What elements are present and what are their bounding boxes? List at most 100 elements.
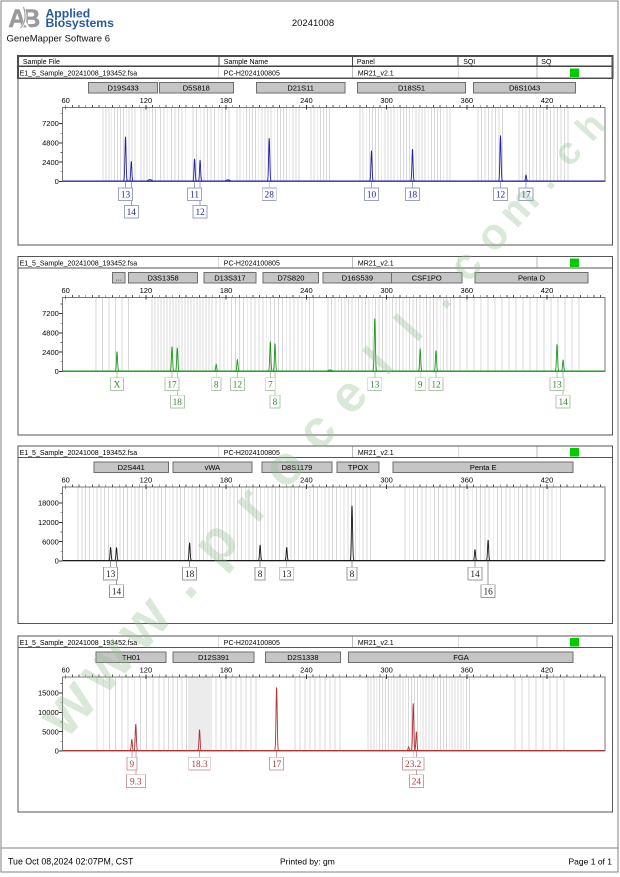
svg-text:0: 0 (55, 367, 59, 376)
svg-text:60: 60 (62, 666, 70, 675)
svg-text:17: 17 (167, 380, 177, 390)
svg-text:9: 9 (129, 760, 134, 770)
svg-text:18: 18 (173, 398, 183, 408)
svg-text:9: 9 (418, 380, 423, 390)
svg-text:12000: 12000 (38, 518, 59, 527)
svg-text:SQI: SQI (463, 59, 475, 66)
svg-text:Sample Name: Sample Name (224, 59, 268, 66)
svg-text:Page 1 of 1: Page 1 of 1 (569, 856, 613, 866)
svg-text:...: ... (116, 273, 122, 282)
svg-text:14: 14 (127, 208, 137, 218)
svg-text:PC-H2024100805: PC-H2024100805 (224, 640, 280, 647)
svg-text:Penta D: Penta D (518, 273, 546, 282)
svg-text:D12S391: D12S391 (198, 653, 229, 662)
svg-text:MR21_v2.1: MR21_v2.1 (358, 640, 394, 647)
svg-text:300: 300 (380, 96, 393, 105)
svg-text:Applied: Applied (46, 6, 91, 20)
svg-text:14: 14 (470, 570, 480, 580)
svg-text:11: 11 (190, 190, 199, 200)
svg-text:12: 12 (496, 190, 506, 200)
svg-text:120: 120 (140, 286, 153, 295)
svg-text:Panel: Panel (357, 59, 375, 66)
svg-text:D7S820: D7S820 (277, 273, 304, 282)
svg-text:E1_5_Sample_20241008_193452.fs: E1_5_Sample_20241008_193452.fsa (20, 640, 138, 647)
svg-text:240: 240 (300, 666, 313, 675)
svg-text:D5S818: D5S818 (183, 83, 210, 92)
svg-text:MR21_v2.1: MR21_v2.1 (358, 261, 394, 268)
svg-text:5000: 5000 (42, 727, 59, 736)
svg-text:D16S539: D16S539 (342, 273, 373, 282)
svg-text:360: 360 (461, 286, 474, 295)
svg-text:23.2: 23.2 (405, 760, 422, 770)
svg-text:D2S1338: D2S1338 (287, 653, 318, 662)
svg-text:24: 24 (412, 777, 422, 787)
svg-text:7200: 7200 (42, 309, 59, 318)
svg-text:360: 360 (461, 666, 474, 675)
svg-text:17: 17 (521, 190, 531, 200)
svg-text:420: 420 (541, 286, 554, 295)
svg-text:18.3: 18.3 (191, 760, 208, 770)
svg-text:420: 420 (541, 666, 554, 675)
svg-text:7200: 7200 (42, 119, 59, 128)
svg-text:13: 13 (106, 570, 116, 580)
svg-text:180: 180 (220, 476, 233, 485)
svg-text:D3S1358: D3S1358 (147, 273, 178, 282)
svg-text:60: 60 (62, 286, 70, 295)
svg-text:120: 120 (140, 666, 153, 675)
svg-text:MR21_v2.1: MR21_v2.1 (358, 450, 394, 457)
svg-text:12: 12 (431, 380, 441, 390)
svg-text:13: 13 (121, 190, 131, 200)
svg-text:18000: 18000 (38, 499, 59, 508)
svg-text:Printed by: gm: Printed by: gm (280, 856, 335, 866)
svg-text:Sample File: Sample File (23, 59, 60, 66)
svg-text:9.3: 9.3 (130, 777, 142, 787)
svg-text:E1_5_Sample_20241008_193452.fs: E1_5_Sample_20241008_193452.fsa (20, 450, 138, 457)
svg-text:vWA: vWA (205, 463, 221, 472)
svg-text:180: 180 (220, 286, 233, 295)
svg-text:4800: 4800 (42, 328, 59, 337)
svg-text:15000: 15000 (38, 689, 59, 698)
svg-text:28: 28 (265, 190, 275, 200)
svg-text:10: 10 (367, 190, 377, 200)
svg-text:0: 0 (55, 177, 59, 186)
svg-text:0: 0 (55, 557, 59, 566)
svg-text:180: 180 (220, 666, 233, 675)
svg-text:16: 16 (483, 587, 493, 597)
svg-text:18: 18 (185, 570, 195, 580)
svg-text:PC-H2024100805: PC-H2024100805 (224, 450, 280, 457)
svg-text:E1_5_Sample_20241008_193452.fs: E1_5_Sample_20241008_193452.fsa (20, 71, 138, 78)
svg-text:6000: 6000 (42, 537, 59, 546)
svg-text:300: 300 (380, 476, 393, 485)
svg-text:300: 300 (380, 286, 393, 295)
svg-text:0: 0 (55, 747, 59, 756)
svg-text:420: 420 (541, 476, 554, 485)
svg-text:7: 7 (268, 380, 273, 390)
svg-text:120: 120 (140, 96, 153, 105)
svg-text:CSF1PO: CSF1PO (412, 273, 442, 282)
svg-text:60: 60 (62, 476, 70, 485)
svg-text:D19S433: D19S433 (107, 83, 138, 92)
svg-text:D8S1179: D8S1179 (282, 463, 313, 472)
svg-text:10000: 10000 (38, 708, 59, 717)
svg-text:D2S441: D2S441 (118, 463, 145, 472)
svg-text:14: 14 (112, 587, 122, 597)
svg-text:240: 240 (300, 476, 313, 485)
svg-text:240: 240 (300, 96, 313, 105)
svg-text:20241008: 20241008 (292, 18, 334, 29)
svg-text:12: 12 (233, 380, 243, 390)
svg-text:2400: 2400 (42, 348, 59, 357)
svg-text:GeneMapper Software 6: GeneMapper Software 6 (7, 34, 111, 45)
svg-text:PC-H2024100805: PC-H2024100805 (224, 71, 280, 78)
svg-text:14: 14 (558, 398, 568, 408)
svg-text:120: 120 (140, 476, 153, 485)
svg-text:360: 360 (461, 96, 474, 105)
svg-text:8: 8 (273, 398, 278, 408)
svg-text:12: 12 (195, 208, 205, 218)
svg-text:X: X (114, 380, 121, 390)
svg-text:TH01: TH01 (122, 653, 140, 662)
svg-text:13: 13 (370, 380, 380, 390)
svg-text:PC-H2024100805: PC-H2024100805 (224, 261, 280, 268)
svg-text:TPOX: TPOX (348, 463, 368, 472)
svg-text:300: 300 (380, 666, 393, 675)
svg-text:MR21_v2.1: MR21_v2.1 (358, 71, 394, 78)
